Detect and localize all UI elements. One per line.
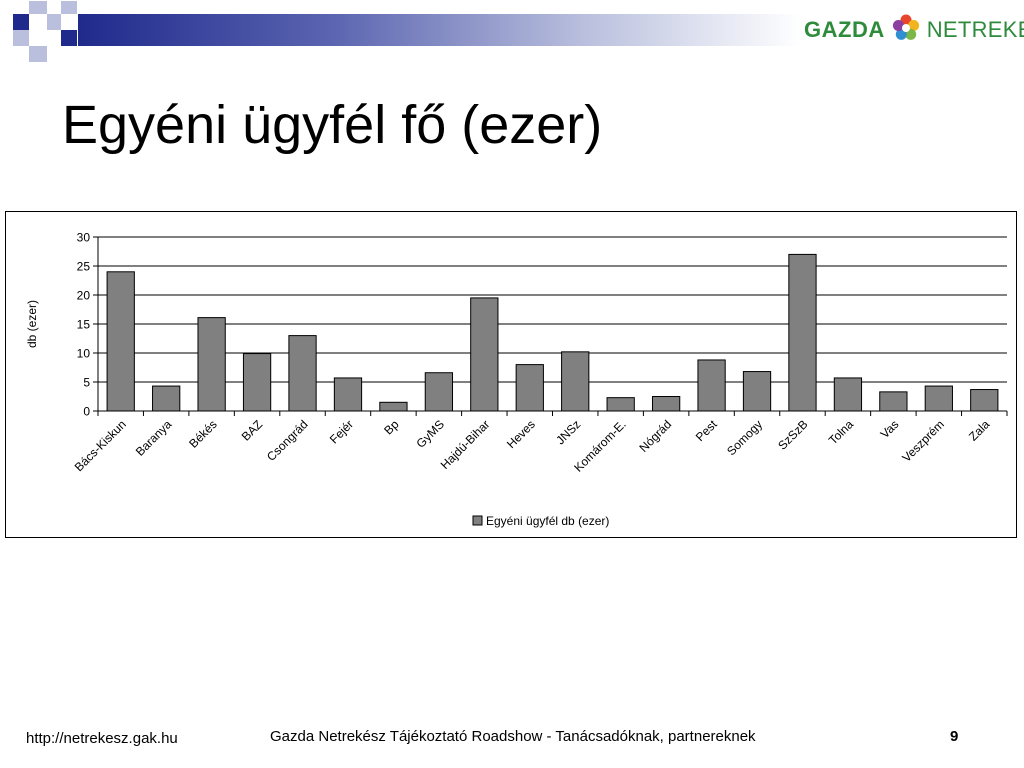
x-tick-label: Baranya <box>133 417 175 459</box>
y-tick-label: 5 <box>83 376 90 390</box>
flower-logo-icon <box>891 13 921 48</box>
page-number: 9 <box>950 728 959 745</box>
legend-label: Egyéni ügyfél db (ezer) <box>486 514 609 528</box>
corner-square-dark-2 <box>61 30 77 46</box>
y-tick-label: 0 <box>83 405 90 419</box>
bar <box>879 391 908 412</box>
x-tick-label: SzSzB <box>775 417 810 452</box>
bar <box>242 353 272 412</box>
corner-square-light-4 <box>13 30 29 46</box>
x-tick-label: Bács-Kiskun <box>72 417 129 474</box>
x-tick-label: JNSz <box>553 417 583 447</box>
x-tick-label: Pest <box>693 417 720 444</box>
x-tick-label: Csongrád <box>264 417 311 464</box>
y-tick-label: 20 <box>77 289 91 303</box>
footer-url[interactable]: http://netrekesz.gak.hu <box>26 730 178 747</box>
x-tick-label: GyMS <box>414 417 447 450</box>
corner-square-light-3 <box>47 14 61 30</box>
x-tick-label: Fejér <box>327 417 356 446</box>
bar <box>742 371 772 412</box>
footer-caption: Gazda Netrekész Tájékoztató Roadshow - T… <box>270 728 756 745</box>
bar <box>651 396 681 412</box>
x-tick-label: Tolna <box>826 417 856 447</box>
page-title: Egyéni ügyfél fő (ezer) <box>62 95 603 155</box>
x-tick-label: Békés <box>186 417 219 450</box>
x-tick-label: Veszprém <box>899 417 947 465</box>
bar <box>106 271 135 412</box>
bar <box>333 377 363 412</box>
x-tick-label: Somogy <box>724 417 765 458</box>
y-axis-label: db (ezer) <box>25 300 39 348</box>
y-tick-label: 25 <box>77 260 91 274</box>
logo: GAZDA NETREKÉSZ <box>804 12 1024 48</box>
corner-square-light-5 <box>29 46 47 62</box>
x-tick-label: BAZ <box>239 417 265 443</box>
corner-square-light-1 <box>29 1 47 14</box>
bar <box>152 385 181 412</box>
bar <box>788 253 817 412</box>
header-gradient-band <box>78 14 800 46</box>
corner-square-light-2 <box>61 1 77 14</box>
corner-square-dark-1 <box>13 14 29 30</box>
bar <box>833 377 863 412</box>
bar <box>561 351 590 412</box>
x-tick-label: Vas <box>878 417 902 441</box>
x-tick-label: Bp <box>381 417 402 438</box>
bar <box>515 364 544 412</box>
x-tick-label: Zala <box>966 417 993 444</box>
bar <box>924 385 953 412</box>
x-tick-label: Hajdú-Bihar <box>438 417 493 472</box>
bar-chart: 0 5 10 15 20 25 30 db (ezer) Bács-Kiskun Baranya B… <box>25 231 1008 528</box>
y-tick-label: 15 <box>77 318 91 332</box>
y-tick-label: 10 <box>77 347 91 361</box>
bar <box>470 297 499 412</box>
bar <box>379 401 408 412</box>
x-tick-label: Nógrád <box>637 417 675 455</box>
bar <box>606 397 635 412</box>
bar <box>197 317 226 412</box>
y-tick-label: 30 <box>77 231 91 245</box>
bar <box>970 389 999 412</box>
legend-swatch <box>472 515 483 526</box>
logo-brand-left: GAZDA <box>804 17 885 42</box>
bar <box>697 359 726 412</box>
bar <box>288 335 317 412</box>
bar <box>424 372 454 412</box>
logo-brand-right: NETREKÉSZ <box>926 17 1024 42</box>
x-tick-label: Heves <box>504 417 538 451</box>
